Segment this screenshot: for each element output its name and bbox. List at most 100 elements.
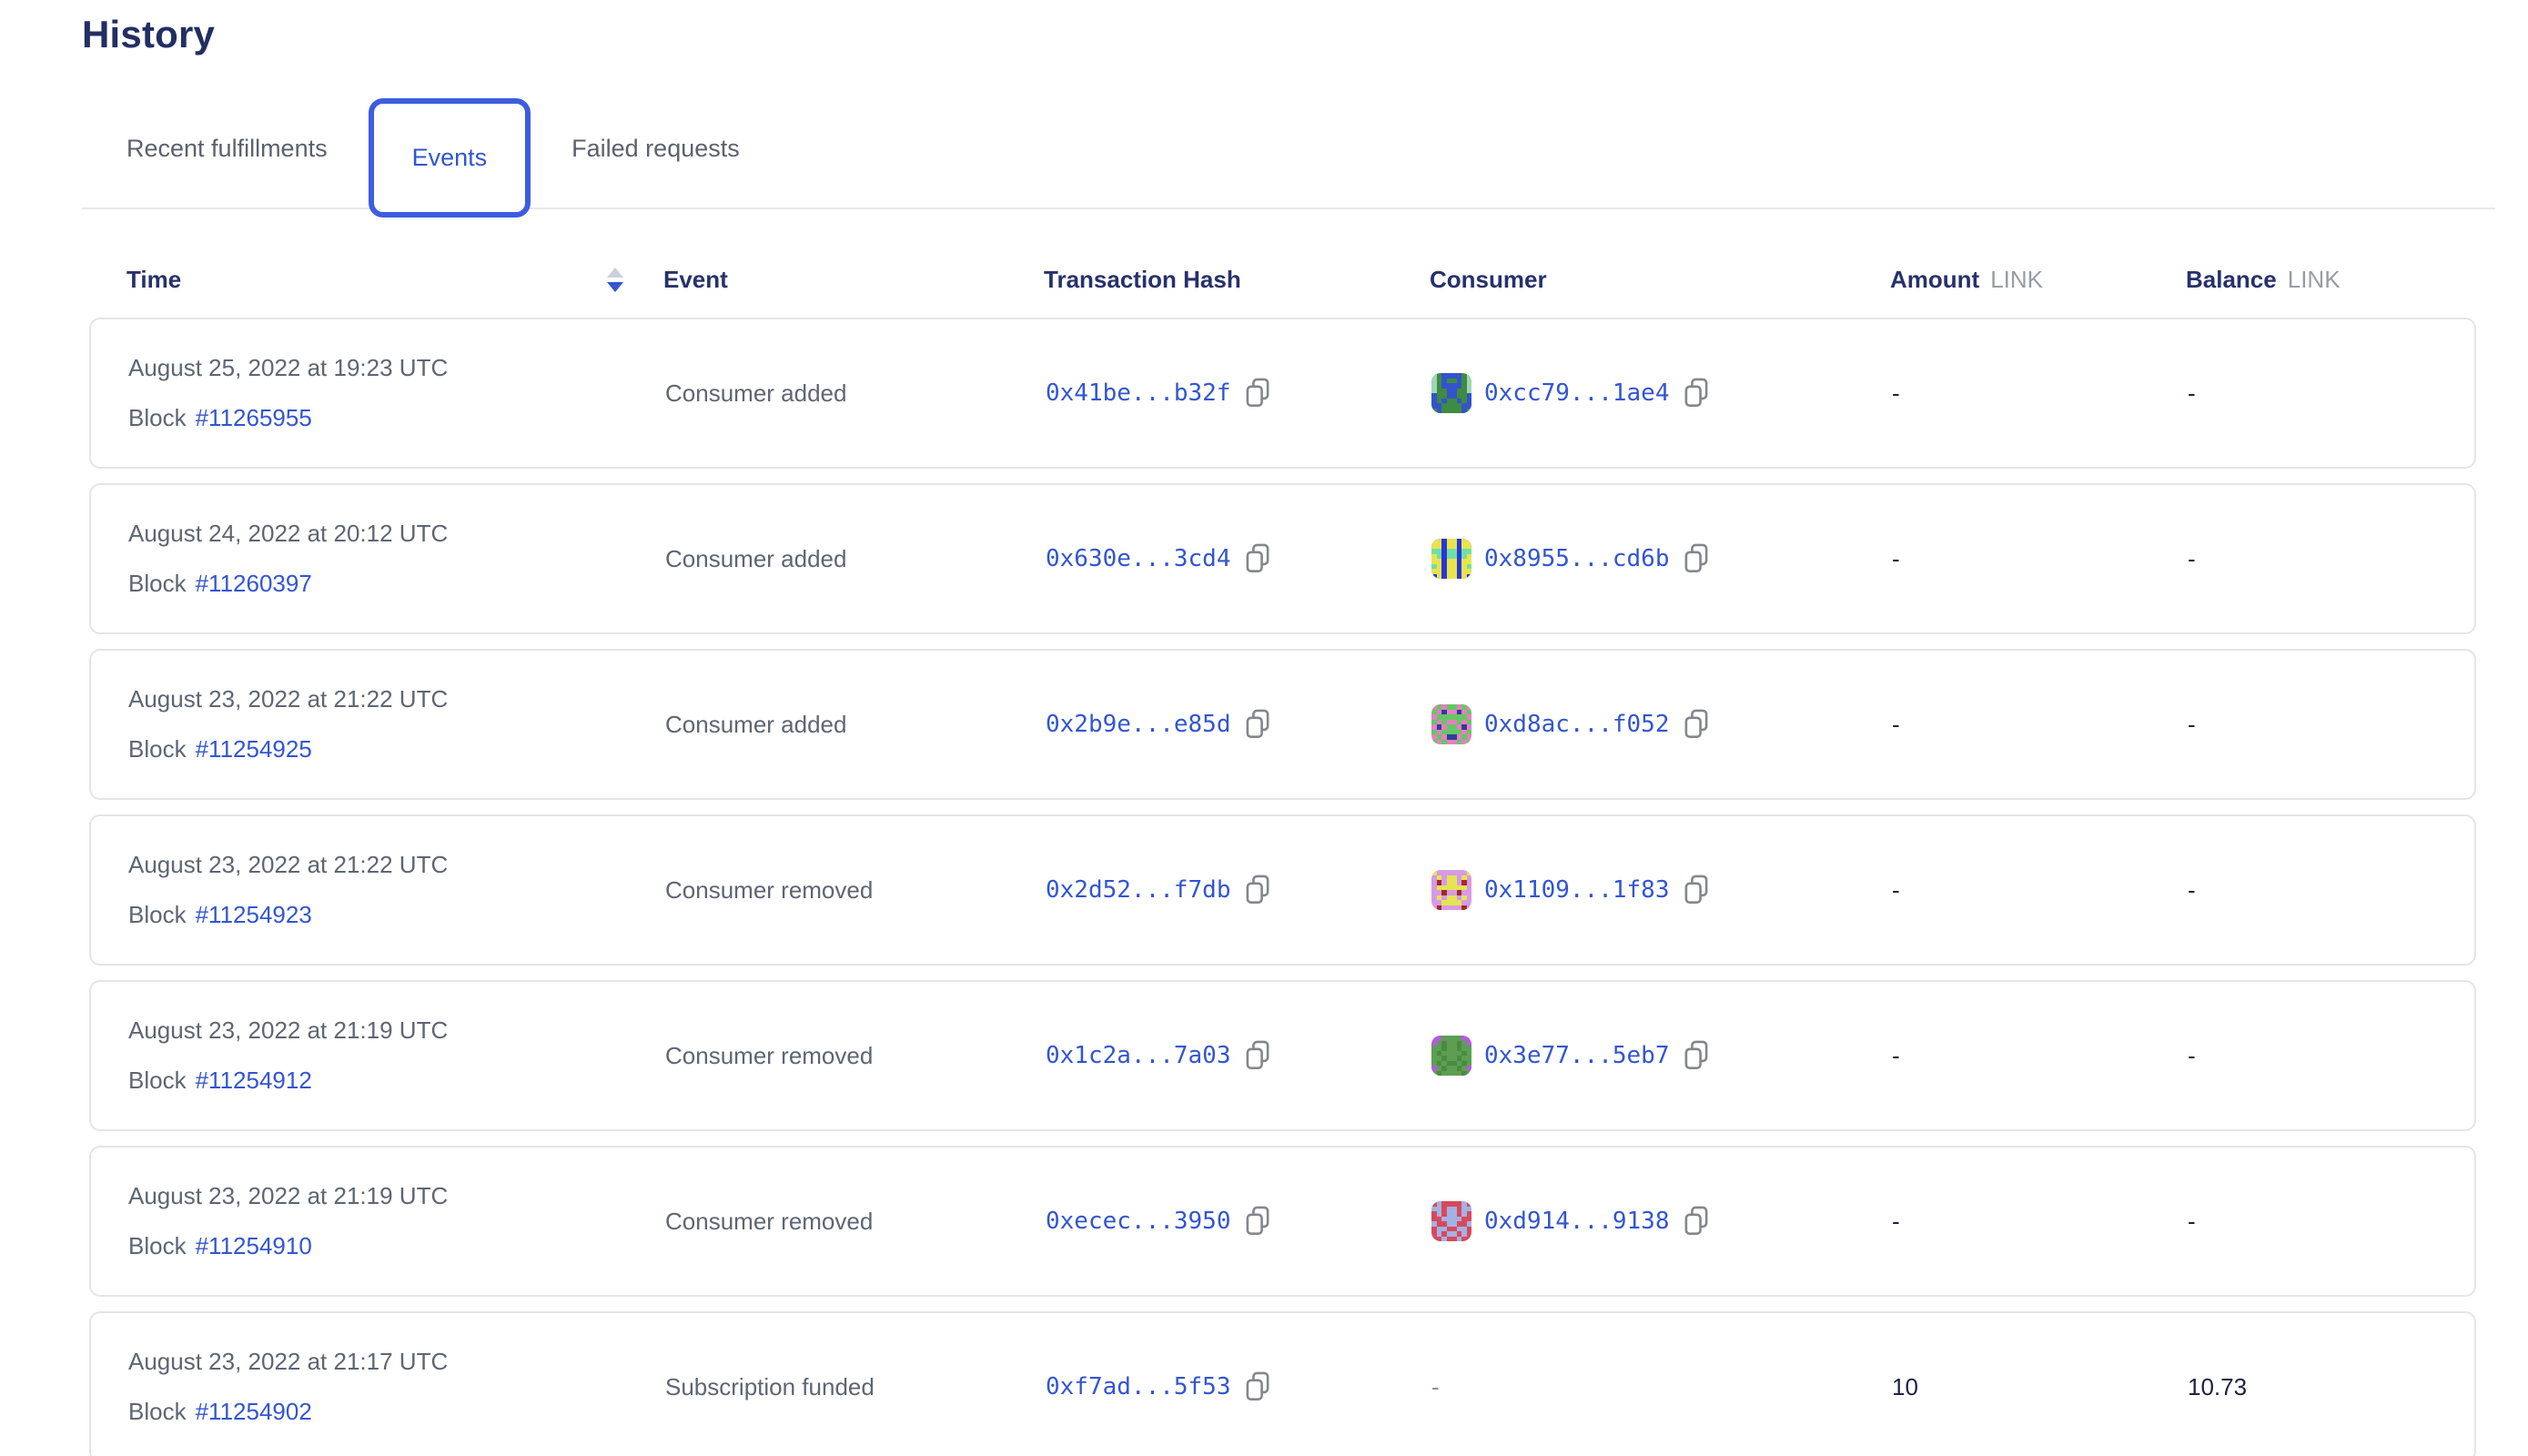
table-row: August 23, 2022 at 21:19 UTC Block #1125… — [89, 980, 2476, 1131]
copy-icon[interactable] — [1244, 875, 1271, 905]
event-type: Subscription funded — [665, 1372, 875, 1400]
column-header-event: Event — [663, 266, 728, 293]
event-time: August 23, 2022 at 21:19 UTC — [128, 1016, 449, 1044]
consumer-cell: 0xcc79...1ae4 — [1431, 373, 1892, 413]
block-label: Block — [128, 735, 187, 763]
tab-failed-requests[interactable]: Failed requests — [571, 135, 740, 162]
table-row: August 23, 2022 at 21:22 UTC Block #1125… — [89, 814, 2476, 966]
balance-value: 10.73 — [2188, 1372, 2248, 1400]
copy-icon[interactable] — [1244, 543, 1271, 574]
consumer-cell: 0x8955...cd6b — [1431, 539, 1892, 579]
transaction-hash-link[interactable]: 0x630e...3cd4 — [1046, 545, 1231, 572]
consumer-address-link[interactable]: 0x1109...1f83 — [1484, 876, 1670, 904]
amount-value: - — [1892, 710, 1900, 738]
amount-value: - — [1892, 379, 1900, 407]
page-title: History — [82, 13, 216, 56]
consumer-avatar — [1431, 539, 1471, 579]
event-time: August 23, 2022 at 21:19 UTC — [128, 1182, 449, 1209]
consumer-address-link[interactable]: 0x3e77...5eb7 — [1484, 1042, 1670, 1069]
consumer-avatar — [1431, 1201, 1471, 1241]
consumer-cell: 0x3e77...5eb7 — [1431, 1036, 1892, 1076]
events-table: August 25, 2022 at 19:23 UTC Block #1126… — [89, 318, 2495, 1456]
event-time: August 25, 2022 at 19:23 UTC — [128, 354, 449, 381]
event-type: Consumer added — [665, 379, 847, 407]
consumer-cell: - — [1431, 1373, 1892, 1401]
sort-desc-icon — [607, 282, 623, 292]
copy-icon[interactable] — [1683, 1206, 1710, 1237]
table-row: August 25, 2022 at 19:23 UTC Block #1126… — [89, 318, 2476, 469]
time-header-label: Time — [126, 266, 182, 293]
column-header-transaction-hash: Transaction Hash — [1044, 266, 1241, 293]
consumer-address-link[interactable]: 0xcc79...1ae4 — [1484, 379, 1670, 407]
block-link[interactable]: #11254925 — [195, 735, 312, 763]
event-time: August 23, 2022 at 21:17 UTC — [128, 1348, 449, 1375]
transaction-hash-cell: 0x630e...3cd4 — [1046, 543, 1431, 574]
consumer-avatar — [1431, 373, 1471, 413]
event-time: August 24, 2022 at 20:12 UTC — [128, 520, 449, 547]
block-line: Block #11254910 — [128, 1232, 312, 1260]
consumer-cell: 0xd8ac...f052 — [1431, 704, 1892, 744]
tab-bar: Recent fulfillments Events Failed reques… — [82, 90, 2495, 217]
column-header-time[interactable]: Time — [126, 266, 663, 294]
amount-value: - — [1892, 544, 1900, 572]
event-time: August 23, 2022 at 21:22 UTC — [128, 685, 449, 713]
transaction-hash-link[interactable]: 0x2b9e...e85d — [1046, 711, 1231, 738]
balance-value: - — [2188, 544, 2196, 572]
event-type: Consumer added — [665, 544, 847, 572]
copy-icon[interactable] — [1683, 709, 1710, 740]
balance-value: - — [2188, 1041, 2196, 1069]
copy-icon[interactable] — [1244, 709, 1271, 740]
event-time: August 23, 2022 at 21:22 UTC — [128, 851, 449, 878]
copy-icon[interactable] — [1683, 378, 1710, 409]
event-type: Consumer added — [665, 710, 847, 738]
copy-icon[interactable] — [1244, 1040, 1271, 1071]
copy-icon[interactable] — [1683, 543, 1710, 574]
column-header-balance: Balance LINK — [2186, 266, 2341, 293]
block-link[interactable]: #11254923 — [195, 901, 312, 928]
time-cell: August 23, 2022 at 21:19 UTC Block #1125… — [128, 1016, 665, 1095]
table-row: August 23, 2022 at 21:19 UTC Block #1125… — [89, 1146, 2476, 1297]
transaction-hash-link[interactable]: 0x1c2a...7a03 — [1046, 1042, 1231, 1069]
consumer-address-link[interactable]: 0x8955...cd6b — [1484, 545, 1670, 572]
block-link[interactable]: #11254910 — [195, 1232, 312, 1259]
column-header-consumer: Consumer — [1430, 266, 1547, 293]
transaction-hash-link[interactable]: 0x41be...b32f — [1046, 379, 1231, 407]
consumer-cell: 0xd914...9138 — [1431, 1201, 1892, 1241]
copy-icon[interactable] — [1244, 1206, 1271, 1237]
copy-icon[interactable] — [1683, 1040, 1710, 1071]
amount-value: 10 — [1892, 1372, 1918, 1400]
block-line: Block #11254912 — [128, 1067, 312, 1095]
block-link[interactable]: #11254912 — [195, 1067, 312, 1094]
block-link[interactable]: #11265955 — [195, 404, 312, 431]
consumer-avatar — [1431, 870, 1471, 910]
block-label: Block — [128, 1232, 187, 1259]
consumer-address-link[interactable]: 0xd8ac...f052 — [1484, 711, 1670, 738]
tab-events[interactable]: Events — [368, 98, 531, 217]
time-cell: August 23, 2022 at 21:22 UTC Block #1125… — [128, 851, 665, 929]
sort-icon[interactable] — [607, 268, 623, 292]
tab-recent-fulfillments[interactable]: Recent fulfillments — [126, 135, 328, 162]
transaction-hash-cell: 0x1c2a...7a03 — [1046, 1040, 1431, 1071]
block-link[interactable]: #11254902 — [195, 1398, 312, 1425]
block-line: Block #11254923 — [128, 901, 312, 929]
balance-value: - — [2188, 710, 2196, 738]
time-cell: August 23, 2022 at 21:19 UTC Block #1125… — [128, 1182, 665, 1260]
copy-icon[interactable] — [1244, 378, 1271, 409]
amount-value: - — [1892, 1041, 1900, 1069]
event-type: Consumer removed — [665, 1041, 874, 1069]
block-line: Block #11254925 — [128, 735, 312, 763]
block-label: Block — [128, 1067, 187, 1094]
transaction-hash-link[interactable]: 0x2d52...f7db — [1046, 876, 1231, 904]
consumer-cell: 0x1109...1f83 — [1431, 870, 1892, 910]
table-row: August 24, 2022 at 20:12 UTC Block #1126… — [89, 483, 2476, 634]
block-link[interactable]: #11260397 — [195, 570, 312, 597]
consumer-avatar — [1431, 1036, 1471, 1076]
transaction-hash-link[interactable]: 0xecec...3950 — [1046, 1208, 1231, 1235]
copy-icon[interactable] — [1683, 875, 1710, 905]
consumer-address-link[interactable]: 0xd914...9138 — [1484, 1208, 1670, 1235]
balance-value: - — [2188, 875, 2196, 904]
block-label: Block — [128, 404, 187, 431]
transaction-hash-cell: 0xecec...3950 — [1046, 1206, 1431, 1237]
copy-icon[interactable] — [1244, 1371, 1271, 1402]
transaction-hash-link[interactable]: 0xf7ad...5f53 — [1046, 1373, 1231, 1400]
